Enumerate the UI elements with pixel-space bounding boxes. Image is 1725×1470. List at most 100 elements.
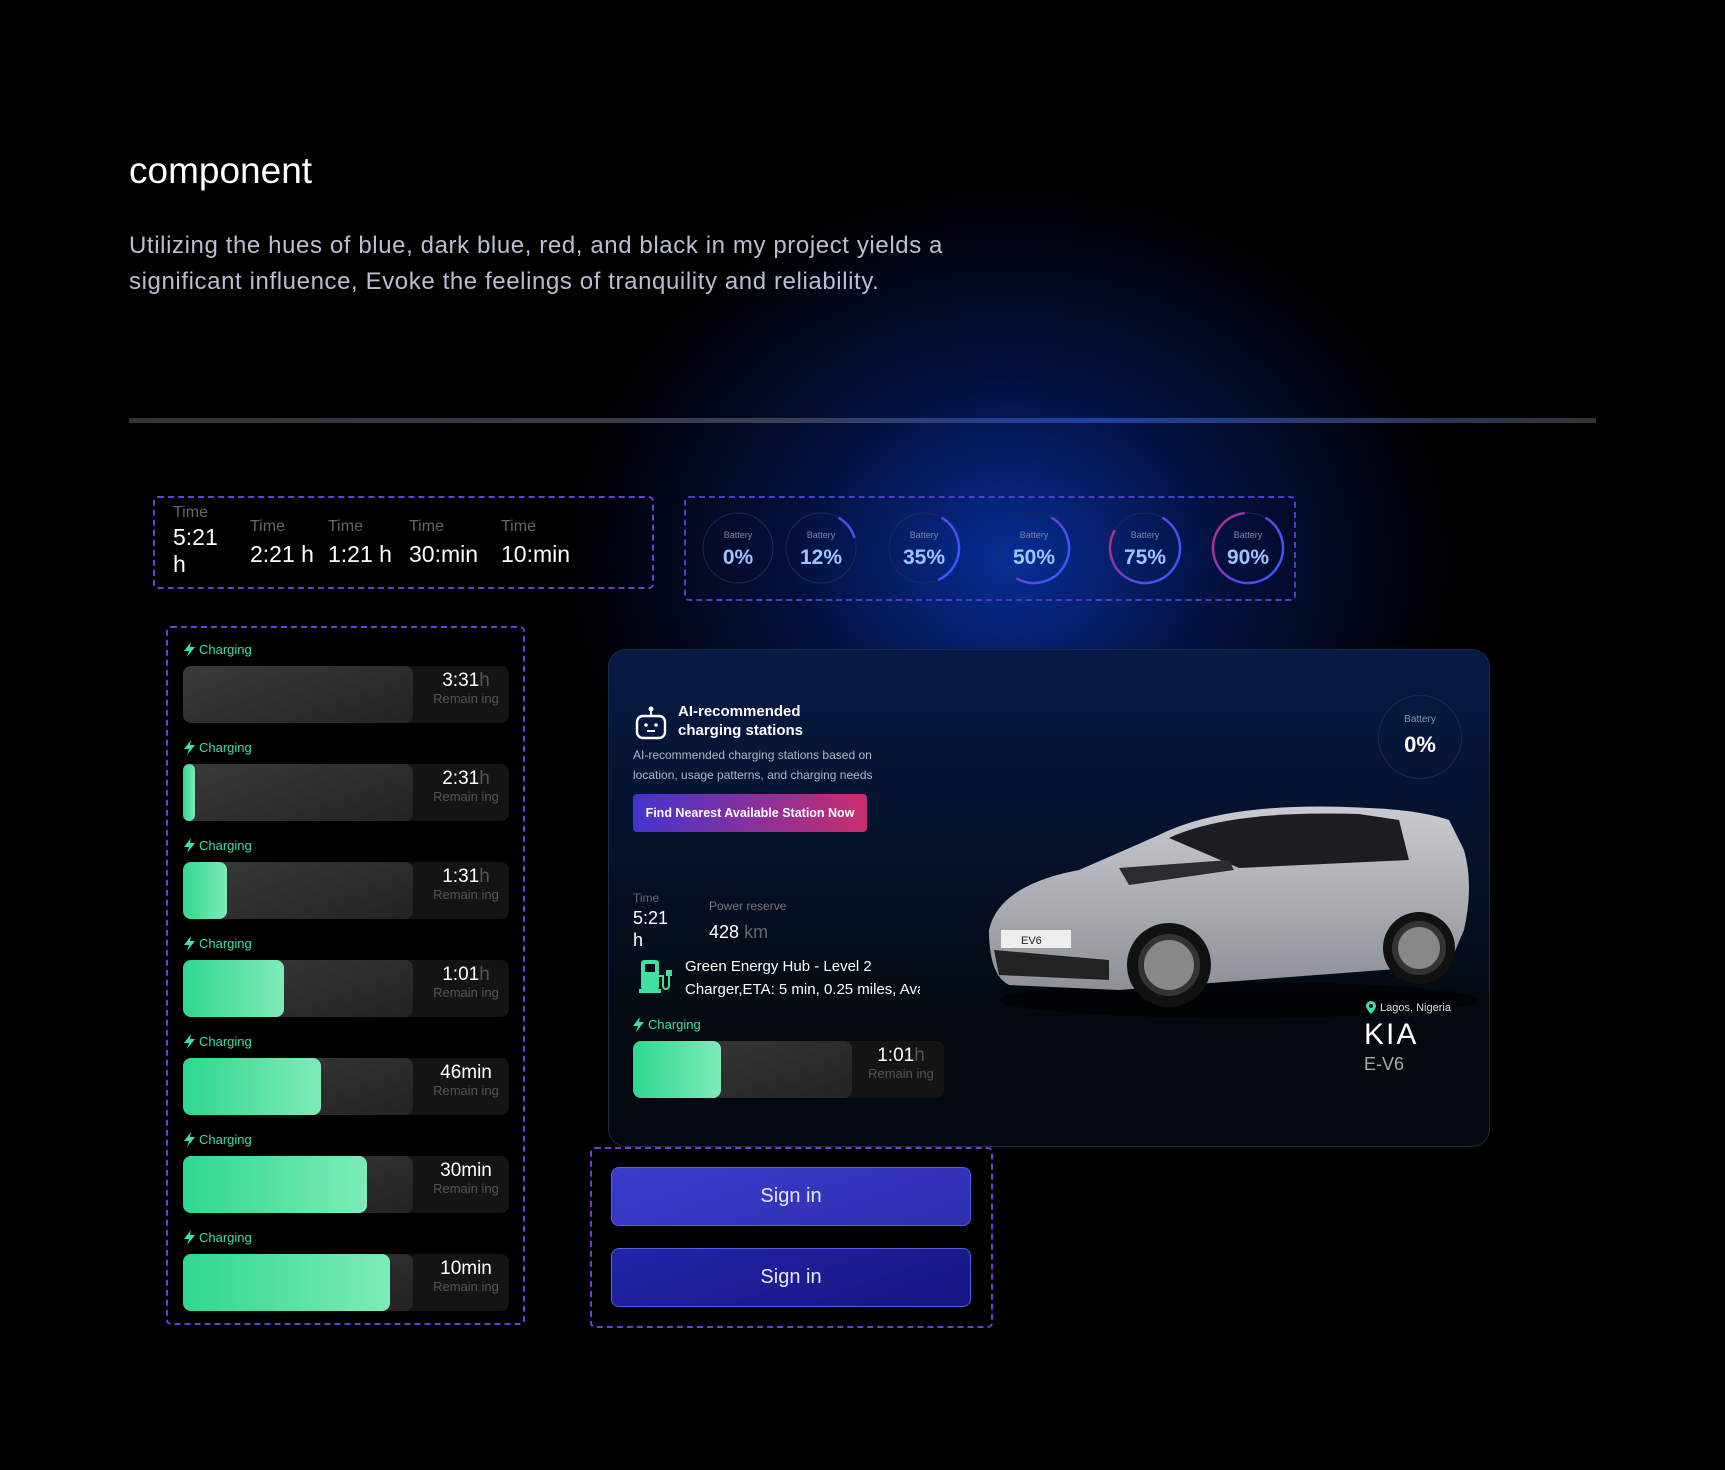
- time-label: Time: [250, 518, 285, 535]
- battery-ring: Battery 75%: [1107, 510, 1183, 586]
- page-description: Utilizing the hues of blue, dark blue, r…: [129, 232, 944, 295]
- station-eta: Charger,ETA: 5 min, 0.25 miles, Availc: [685, 981, 920, 998]
- time-label: Time: [173, 504, 208, 521]
- remaining-unit: h: [479, 964, 490, 985]
- time-label: Time: [633, 891, 660, 905]
- time-item: Time 2:21 h: [250, 518, 314, 568]
- remaining-time: 10min Remain ing: [431, 1258, 501, 1294]
- power-value: 428: [709, 922, 740, 942]
- time-components-group: Time 5:21 h Time 2:21 h Time 1:21 h Time 30:min…: [153, 496, 654, 589]
- charging-text: Charging: [199, 1034, 252, 1049]
- charging-components-group: Charging 3:31h Remain ing Charging 2:31h Rema…: [166, 626, 525, 1325]
- progress-fill: [183, 1254, 390, 1311]
- battery-value: 0%: [722, 546, 754, 569]
- lightning-icon: [184, 1230, 195, 1245]
- remaining-text: Remain ing: [433, 985, 499, 1000]
- time-item: Time 5:21 h: [173, 504, 218, 578]
- remaining-text: Remain ing: [433, 1083, 499, 1098]
- charging-text: Charging: [199, 838, 252, 853]
- charging-label: Charging: [184, 1034, 252, 1049]
- battery-label: Battery: [1233, 530, 1263, 540]
- progress-fill: [183, 862, 227, 919]
- time-label: Time: [409, 518, 444, 535]
- charging-progress: 2:31h Remain ing: [183, 764, 509, 821]
- time-value: 10:min: [501, 541, 571, 567]
- remaining-value: 2:31: [442, 768, 480, 789]
- station-name: Green Energy Hub - Level 2: [685, 958, 872, 975]
- charging-text: Charging: [648, 1017, 701, 1032]
- progress-fill: [183, 1058, 321, 1115]
- battery-ring: Battery 12%: [783, 510, 859, 586]
- progress-track: [183, 764, 413, 821]
- lightning-icon: [184, 936, 195, 951]
- remaining-text: Remain ing: [433, 789, 499, 804]
- progress-fill: [633, 1041, 721, 1098]
- charging-progress: 1:01h Remain ing: [183, 960, 509, 1017]
- lightning-icon: [184, 642, 195, 657]
- remaining-value: 3:31: [442, 670, 480, 691]
- battery-value: 50%: [1012, 546, 1056, 569]
- time-item: Time 1:21 h: [328, 518, 392, 568]
- station-info: Green Energy Hub - Level 2 Charger,ETA: …: [685, 955, 920, 1001]
- battery-label: Battery: [1130, 530, 1160, 540]
- battery-value: 75%: [1123, 546, 1167, 569]
- battery-indicator: Battery 0%: [1378, 695, 1462, 779]
- charging-progress: 46min Remain ing: [183, 1058, 509, 1115]
- progress-fill: [183, 1156, 367, 1213]
- sign-in-group: [590, 1147, 993, 1328]
- remaining-value: 10min: [440, 1258, 492, 1279]
- find-station-button[interactable]: Find Nearest Available Station Now: [633, 794, 867, 832]
- remaining-text: Remain ing: [433, 691, 499, 706]
- model-name: E-V6: [1364, 1054, 1405, 1074]
- battery-ring: Battery 0%: [700, 510, 776, 586]
- remaining-time: 2:31h Remain ing: [431, 768, 501, 804]
- car-image: EV6: [989, 806, 1479, 1018]
- remaining-unit: h: [914, 1045, 925, 1066]
- robot-icon: [634, 705, 668, 741]
- charging-station-icon: [638, 958, 674, 994]
- battery-label: Battery: [806, 530, 836, 540]
- brand-logo: KIA: [1364, 1018, 1419, 1051]
- progress-fill: [183, 960, 285, 1017]
- progress-fill: [183, 764, 195, 821]
- time-value: 5:21 h: [633, 908, 669, 950]
- sign-in-button[interactable]: Sign in: [611, 1167, 971, 1226]
- remaining-value: 1:01: [877, 1045, 915, 1066]
- remaining-time: 1:01h Remain ing: [431, 964, 501, 1000]
- battery-label: Battery: [1404, 714, 1436, 725]
- battery-ring: Battery 90%: [1210, 510, 1286, 586]
- remaining-value: 1:01: [442, 964, 480, 985]
- charging-text: Charging: [199, 936, 252, 951]
- time-value: 1:21 h: [328, 541, 392, 567]
- battery-value: 90%: [1226, 546, 1270, 569]
- battery-label: Battery: [723, 530, 753, 540]
- charging-progress: 1:31h Remain ing: [183, 862, 509, 919]
- time-label: Time: [501, 518, 536, 535]
- battery-label: Battery: [909, 530, 939, 540]
- battery-label: Battery: [1019, 530, 1049, 540]
- time-label: Time: [328, 518, 363, 535]
- charging-progress: 30min Remain ing: [183, 1156, 509, 1213]
- lightning-icon: [633, 1017, 644, 1032]
- lightning-icon: [184, 1034, 195, 1049]
- time-value: 30:min: [409, 541, 479, 567]
- remaining-time: 1:31h Remain ing: [431, 866, 501, 902]
- remaining-text: Remain ing: [433, 887, 499, 902]
- charging-label: Charging: [633, 1017, 701, 1032]
- charging-label: Charging: [184, 1230, 252, 1245]
- charging-label: Charging: [184, 838, 252, 853]
- charging-progress: 1:01h Remain ing: [633, 1041, 944, 1098]
- charging-progress: 3:31h Remain ing: [183, 666, 509, 723]
- sign-in-button-dark[interactable]: Sign in: [611, 1248, 971, 1307]
- location: Lagos, Nigeria: [1366, 1001, 1451, 1014]
- charging-text: Charging: [199, 1132, 252, 1147]
- progress-track: [183, 666, 413, 723]
- power-unit: km: [744, 922, 769, 942]
- location-pin-icon: [1366, 1001, 1376, 1014]
- charging-text: Charging: [199, 1230, 252, 1245]
- power-reserve-value: 428 km: [709, 922, 768, 943]
- charging-label: Charging: [184, 936, 252, 951]
- remaining-unit: h: [479, 866, 490, 887]
- time-item: Time 30:min: [409, 518, 478, 568]
- remaining-time: 1:01h Remain ing: [866, 1045, 936, 1081]
